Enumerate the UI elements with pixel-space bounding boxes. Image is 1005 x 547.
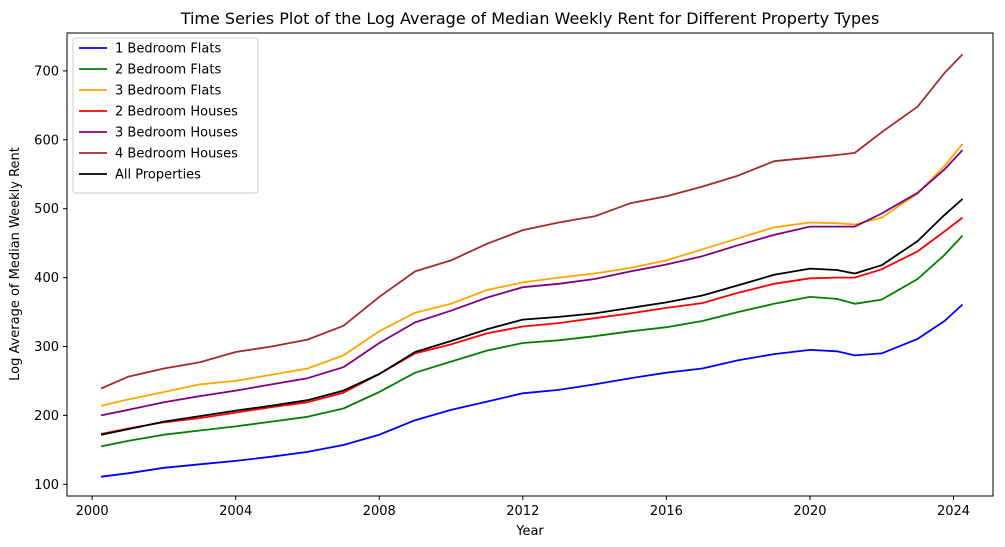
legend-label-6: All Properties (115, 168, 201, 183)
y-tick-label: 100 (34, 478, 59, 493)
x-axis-label: Year (515, 524, 544, 539)
y-axis: 100 200 300 400 500 600 700 (34, 64, 67, 493)
y-tick-label: 400 (34, 271, 59, 286)
x-tick-label: 2000 (76, 504, 109, 519)
legend-label-5: 4 Bedroom Houses (115, 147, 238, 162)
legend-box (72, 37, 259, 194)
series-lines (100, 53, 964, 478)
plot-frame (66, 32, 994, 497)
x-tick-label: 2012 (506, 504, 539, 519)
legend-label-0: 1 Bedroom Flats (115, 42, 221, 57)
series-line-3 (100, 216, 964, 435)
series-line-1 (100, 234, 964, 448)
y-tick-label: 700 (34, 64, 59, 79)
x-tick-label: 2016 (650, 504, 683, 519)
y-tick-label: 200 (34, 409, 59, 424)
x-axis: 2000 2004 2008 2012 2016 2020 2024 (76, 496, 970, 519)
x-tick-label: 2020 (793, 504, 826, 519)
chart-title: Time Series Plot of the Log Average of M… (180, 9, 880, 28)
x-tick-label: 2008 (363, 504, 396, 519)
series-line-6 (100, 198, 964, 436)
series-line-5 (100, 53, 964, 390)
y-tick-label: 500 (34, 202, 59, 217)
legend-label-4: 3 Bedroom Houses (115, 126, 238, 141)
series-line-4 (100, 149, 964, 417)
series-line-0 (100, 303, 964, 478)
y-tick-label: 600 (34, 133, 59, 148)
legend-label-3: 2 Bedroom Houses (115, 105, 238, 120)
series-line-2 (100, 143, 964, 407)
legend-label-1: 2 Bedroom Flats (115, 63, 221, 78)
x-tick-label: 2004 (219, 504, 252, 519)
y-tick-label: 300 (34, 340, 59, 355)
legend-label-2: 3 Bedroom Flats (115, 84, 221, 99)
legend: 1 Bedroom Flats 2 Bedroom Flats 3 Bedroom … (72, 37, 259, 194)
x-tick-label: 2024 (937, 504, 970, 519)
y-axis-label: Log Average of Median Weekly Rent (8, 147, 23, 381)
